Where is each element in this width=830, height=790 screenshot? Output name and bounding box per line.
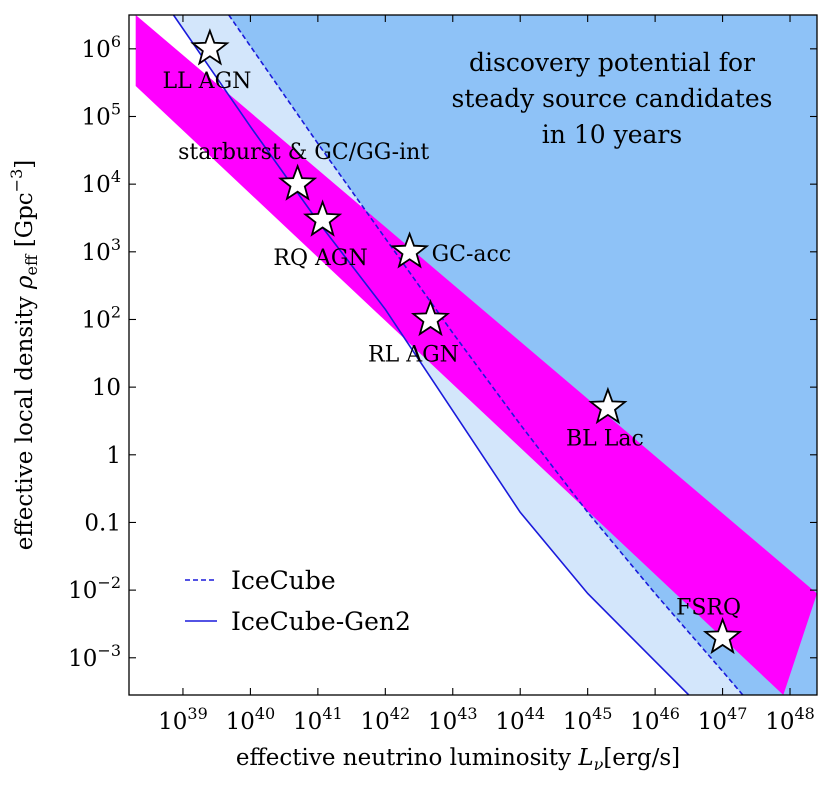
y-tick-label: 106 xyxy=(82,32,121,63)
series-icecube-line xyxy=(228,15,744,695)
annotation-line: discovery potential for xyxy=(469,48,755,77)
y-axis-label: effective local density ρeff [Gpc−3] xyxy=(7,160,41,551)
x-tick-label: 1043 xyxy=(428,704,478,735)
axes-frame xyxy=(128,14,818,696)
annotation-line: steady source candidates xyxy=(452,84,773,113)
source-markers xyxy=(190,28,743,655)
star-marker-rl-agn xyxy=(410,298,451,337)
source-label-starburst-gc-gg-int: starburst & GC/GG-int xyxy=(178,140,429,165)
x-axis-label: effective neutrino luminosity Lν[erg/s] xyxy=(236,745,680,774)
legend-label: IceCube xyxy=(231,566,336,595)
y-tick-label: 103 xyxy=(82,235,121,266)
chart-text: 1039 1040 1041 1042 1043 1044 1045 1046 1047 1048… xyxy=(7,32,815,774)
axis-ticks xyxy=(129,15,817,695)
y-tick-label: 105 xyxy=(82,99,121,130)
star-marker-starburst-gc-gg-int xyxy=(278,163,318,201)
y-tick-label: 10−3 xyxy=(68,641,121,672)
source-label-rq-agn: RQ AGN xyxy=(273,246,367,271)
plot-area xyxy=(129,15,817,695)
source-label-ll-agn: LL AGN xyxy=(162,69,251,94)
x-tick-label: 1046 xyxy=(630,704,680,735)
y-tick-label: 1 xyxy=(106,443,121,469)
annotation-line: in 10 years xyxy=(542,120,682,149)
x-tick-label: 1041 xyxy=(293,704,343,735)
legend-label: IceCube-Gen2 xyxy=(231,607,411,636)
y-tick-label: 10 xyxy=(92,375,121,401)
star-marker-bl-lac xyxy=(588,386,628,425)
series-icecube-gen2-line xyxy=(172,15,690,695)
source-label-fsrq: FSRQ xyxy=(676,595,741,620)
star-marker-fsrq xyxy=(702,616,743,655)
y-tick-label: 10−2 xyxy=(68,573,121,604)
x-tick-label: 1048 xyxy=(765,704,815,735)
x-tick-label: 1045 xyxy=(563,704,613,735)
y-tick-label: 0.1 xyxy=(84,510,121,536)
star-marker-rq-agn xyxy=(303,199,343,237)
x-tick-label: 1039 xyxy=(158,704,208,735)
x-tick-label: 1047 xyxy=(698,704,748,735)
source-label-gc-acc: GC-acc xyxy=(432,242,512,267)
y-tick-label: 104 xyxy=(82,167,121,198)
source-label-bl-lac: BL Lac xyxy=(566,426,644,451)
x-tick-label: 1040 xyxy=(226,704,276,735)
source-label-rl-agn: RL AGN xyxy=(368,342,459,367)
x-tick-label: 1042 xyxy=(360,704,410,735)
star-marker-gc-acc xyxy=(390,231,430,269)
axes-border xyxy=(128,14,818,696)
y-tick-label: 102 xyxy=(82,302,121,333)
star-marker-ll-agn xyxy=(190,28,230,66)
x-tick-label: 1044 xyxy=(495,704,545,735)
